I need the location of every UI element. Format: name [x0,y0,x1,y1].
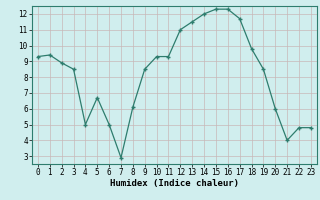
X-axis label: Humidex (Indice chaleur): Humidex (Indice chaleur) [110,179,239,188]
